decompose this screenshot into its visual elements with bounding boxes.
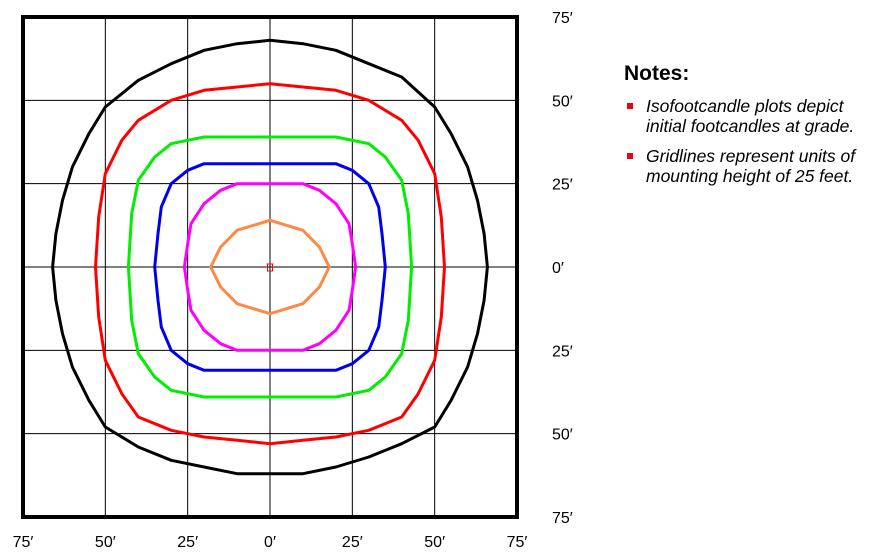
x-tick-label: 25′ bbox=[177, 534, 198, 551]
isofootcandle-contour bbox=[209, 218, 331, 316]
notes-panel: Notes: Isofootcandle plots depict initia… bbox=[624, 62, 869, 196]
notes-title: Notes: bbox=[624, 62, 690, 85]
y-tick-label: 25′ bbox=[552, 177, 573, 194]
y-tick-label: 25′ bbox=[552, 343, 573, 360]
isofootcandle-plot: 75′ 50′ 25′ 0′ 25′ 50′ 75′ 75′50′25′0′25′50′75… bbox=[13, 10, 573, 551]
note-text: Gridlines represent units of mounting he… bbox=[646, 146, 856, 186]
x-tick-label: 75′ bbox=[13, 534, 34, 551]
x-tick-label: 50′ bbox=[95, 534, 116, 551]
x-tick-label: 50′ bbox=[424, 534, 445, 551]
y-tick-label: 0′ bbox=[552, 260, 564, 277]
plot-frame bbox=[21, 15, 519, 519]
x-tick-label: 25′ bbox=[342, 534, 363, 551]
y-tick-label: 50′ bbox=[552, 93, 573, 110]
isofootcandle-contour bbox=[153, 162, 387, 372]
note-item: Gridlines represent units of mounting he… bbox=[624, 146, 869, 186]
y-tick-label: 75′ bbox=[552, 510, 573, 527]
x-tick-labels: 75′ 50′ 25′ 0′ 25′ 50′ 75′ bbox=[13, 534, 528, 551]
note-text: Isofootcandle plots depict initial footc… bbox=[646, 96, 855, 136]
luminaire-marker bbox=[266, 263, 274, 272]
red-square-bullet-icon bbox=[627, 153, 633, 159]
x-tick-label: 0′ bbox=[264, 534, 276, 551]
isofootcandle-contour bbox=[182, 182, 358, 352]
y-tick-label: 75′ bbox=[552, 10, 573, 27]
isofootcandle-contour bbox=[94, 82, 446, 446]
isofootcandle-contours bbox=[51, 38, 489, 476]
isofootcandle-contour bbox=[126, 135, 414, 399]
y-tick-label: 50′ bbox=[552, 427, 573, 444]
note-item: Isofootcandle plots depict initial footc… bbox=[624, 96, 869, 136]
y-tick-labels: 75′ 50′ 25′ 0′ 25′ 50′ 75′ bbox=[552, 10, 573, 527]
red-square-bullet-icon bbox=[627, 103, 633, 109]
x-tick-label: 75′ bbox=[507, 534, 528, 551]
gridlines bbox=[23, 17, 517, 517]
isofootcandle-contour bbox=[51, 38, 489, 476]
